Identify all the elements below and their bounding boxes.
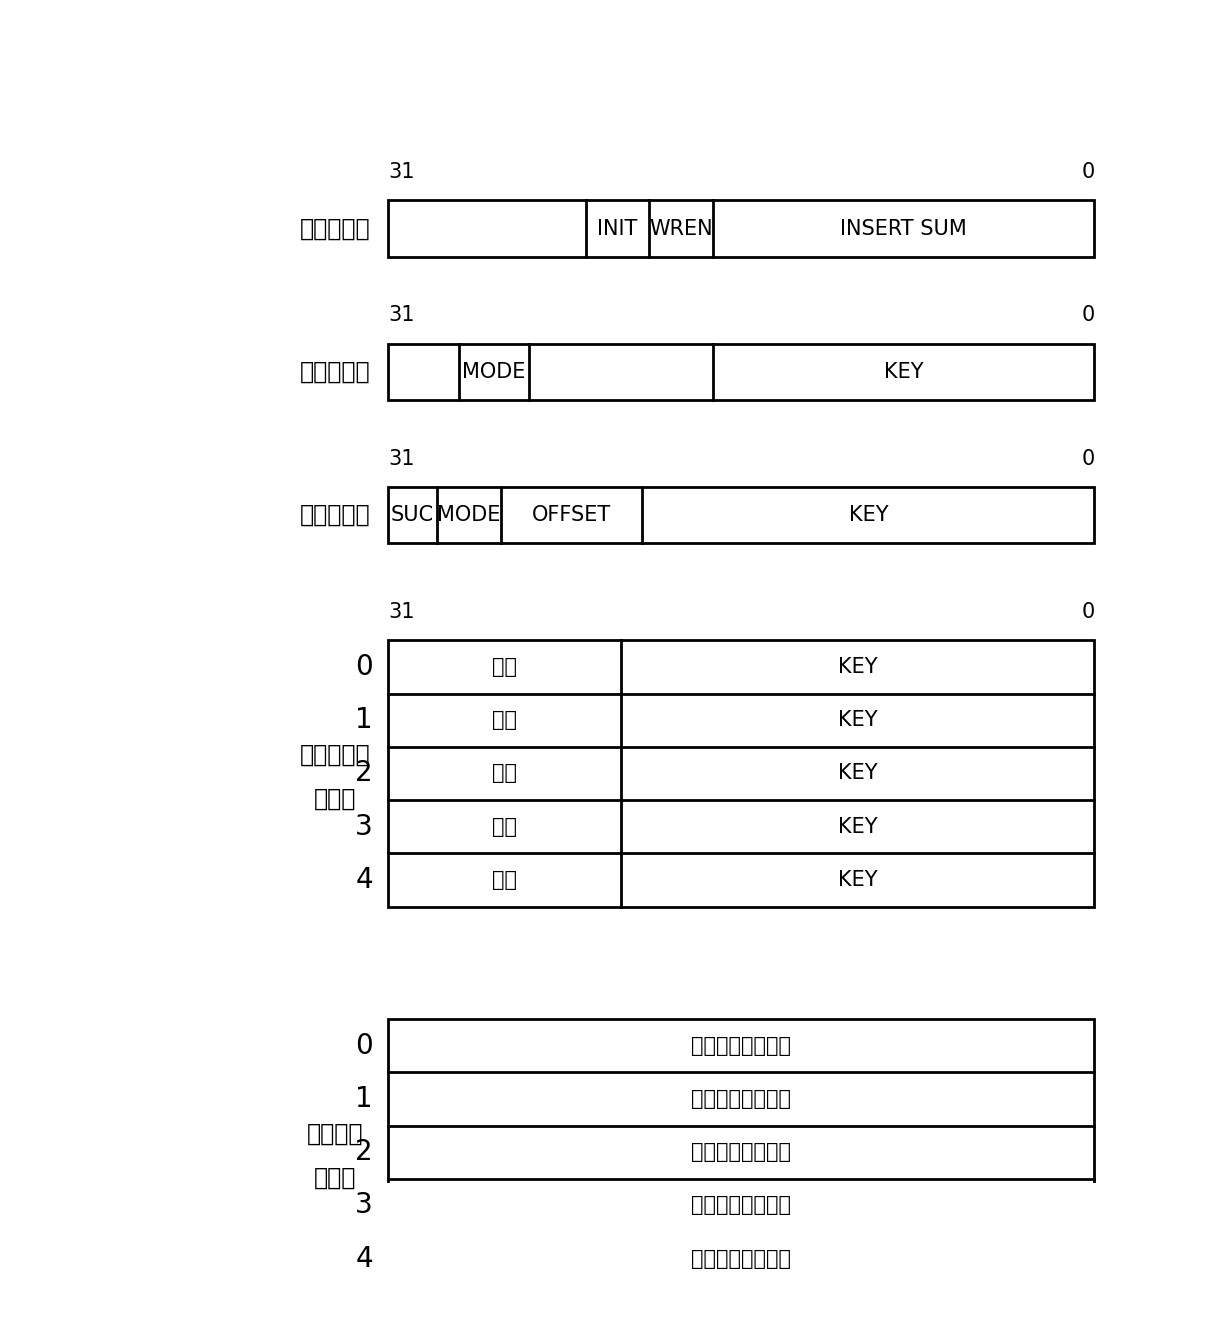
Text: KEY: KEY	[838, 870, 877, 890]
Text: 31: 31	[388, 306, 414, 326]
Text: 0: 0	[1082, 306, 1094, 326]
Text: KEY: KEY	[838, 817, 877, 837]
Text: 非关键字检索内容: 非关键字检索内容	[691, 1142, 791, 1162]
Text: 4: 4	[355, 1244, 373, 1273]
Text: 保留: 保留	[492, 710, 517, 730]
Text: 31: 31	[388, 162, 414, 182]
Text: 标志寄存器: 标志寄存器	[301, 504, 371, 528]
Text: INSERT SUM: INSERT SUM	[840, 218, 967, 238]
Bar	[388, 641, 1094, 906]
Text: 0: 0	[355, 1031, 373, 1059]
Text: 非关键字检索内容: 非关键字检索内容	[691, 1195, 791, 1215]
Text: 3: 3	[355, 1191, 373, 1219]
Bar	[388, 1019, 1094, 1285]
Text: WREN: WREN	[649, 218, 713, 238]
Text: 检索关键字: 检索关键字	[301, 743, 371, 767]
Text: 0: 0	[355, 653, 373, 680]
Text: KEY: KEY	[838, 657, 877, 676]
Text: 2: 2	[355, 1138, 373, 1166]
Text: KEY: KEY	[883, 361, 924, 381]
Text: 配置寄存器: 配置寄存器	[301, 217, 371, 241]
Text: 0: 0	[1082, 448, 1094, 469]
Text: 命令寄存器: 命令寄存器	[301, 360, 371, 384]
Text: OFFSET: OFFSET	[532, 505, 611, 525]
Text: 1: 1	[355, 1084, 373, 1112]
Text: 31: 31	[388, 602, 414, 622]
Text: MODE: MODE	[462, 361, 526, 381]
Text: 检索内容: 检索内容	[307, 1122, 363, 1146]
Text: 非关键字检索内容: 非关键字检索内容	[691, 1088, 791, 1108]
Text: KEY: KEY	[838, 710, 877, 730]
Bar	[388, 201, 1094, 256]
Text: 寄存器: 寄存器	[314, 787, 356, 811]
Bar	[388, 486, 1094, 544]
Text: 非关键字检索内容: 非关键字检索内容	[691, 1248, 791, 1269]
Text: KEY: KEY	[838, 763, 877, 784]
Text: 31: 31	[388, 448, 414, 469]
Bar	[388, 344, 1094, 400]
Text: 1: 1	[355, 706, 373, 734]
Text: 保留: 保留	[492, 763, 517, 784]
Text: 0: 0	[1082, 602, 1094, 622]
Text: 0: 0	[1082, 162, 1094, 182]
Text: 保留: 保留	[492, 817, 517, 837]
Text: 非关键字检索内容: 非关键字检索内容	[691, 1035, 791, 1055]
Text: 寄存器: 寄存器	[314, 1166, 356, 1189]
Text: SUC: SUC	[391, 505, 434, 525]
Text: 3: 3	[355, 813, 373, 841]
Text: MODE: MODE	[437, 505, 501, 525]
Text: 保留: 保留	[492, 657, 517, 676]
Text: KEY: KEY	[849, 505, 888, 525]
Text: INIT: INIT	[598, 218, 638, 238]
Text: 保留: 保留	[492, 870, 517, 890]
Text: 4: 4	[355, 867, 373, 894]
Text: 2: 2	[355, 759, 373, 788]
